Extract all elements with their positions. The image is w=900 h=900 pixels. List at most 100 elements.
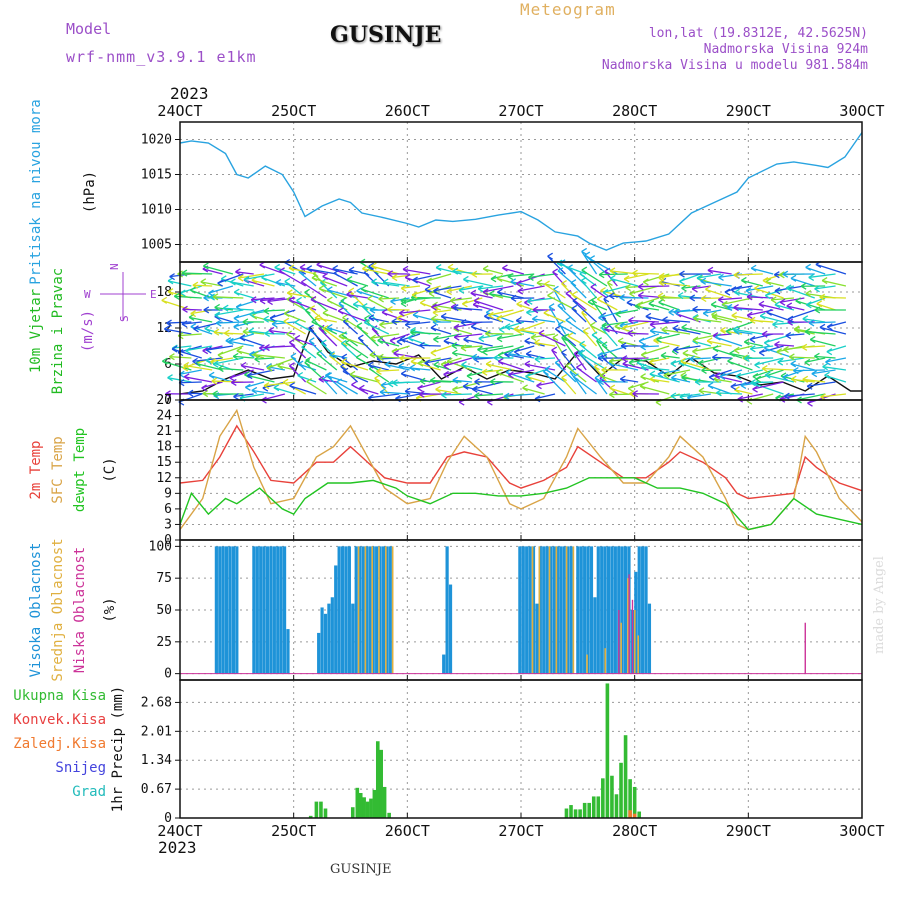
wind-arrow bbox=[621, 357, 649, 360]
wind-arrow bbox=[299, 266, 327, 275]
y-tick-label: 1010 bbox=[141, 203, 172, 218]
wind-arrowhead bbox=[783, 345, 789, 354]
wind-arrowhead bbox=[627, 329, 634, 337]
wind-arrow bbox=[263, 309, 285, 312]
wind-arrow bbox=[534, 342, 556, 347]
wind-arrow bbox=[577, 352, 598, 371]
wind-arrowhead bbox=[359, 384, 365, 392]
wind-arrowhead bbox=[478, 334, 485, 343]
cloud-bar-high bbox=[231, 546, 236, 674]
axis-label: 1hr Precip (mm) bbox=[110, 686, 126, 812]
cloud-bar-high bbox=[600, 546, 604, 674]
wind-arrowhead bbox=[596, 337, 602, 345]
precip-bar-total bbox=[605, 683, 610, 818]
wind-arrow bbox=[432, 309, 452, 314]
wind-arrowhead bbox=[318, 375, 325, 383]
wind-arrow bbox=[714, 375, 743, 383]
wind-arrowhead bbox=[411, 291, 418, 299]
wind-arrow bbox=[452, 379, 472, 383]
cloud-bar-high bbox=[265, 546, 270, 674]
wind-arrowhead bbox=[565, 289, 572, 298]
wind-arrowhead bbox=[203, 294, 209, 302]
precip-legend-item: Ukupna Kisa bbox=[13, 688, 106, 704]
x-tick-label-top: 24OCT bbox=[157, 102, 202, 120]
wind-arrowhead bbox=[261, 273, 267, 282]
wind-arrowhead bbox=[390, 297, 396, 305]
wind-arrow bbox=[532, 318, 556, 323]
wind-arrow bbox=[689, 357, 711, 360]
axis-label: (m/s) bbox=[80, 310, 96, 352]
wind-arrow bbox=[201, 381, 223, 389]
y-tick-label: 0 bbox=[164, 667, 172, 682]
wind-arrowhead bbox=[400, 284, 407, 292]
x-tick-label-bottom: 27OCT bbox=[498, 822, 543, 840]
y-tick-label: 0 bbox=[164, 393, 172, 408]
wind-arrowhead bbox=[649, 321, 656, 329]
wind-arrow bbox=[233, 355, 254, 359]
wind-arrowhead bbox=[525, 372, 531, 381]
wind-arrowhead bbox=[269, 314, 276, 322]
wind-arrowhead bbox=[284, 277, 291, 286]
cloud-bar-high bbox=[357, 546, 362, 674]
wind-arrowhead bbox=[785, 284, 792, 292]
wind-arrowhead bbox=[637, 301, 644, 309]
wind-arrow bbox=[741, 279, 763, 287]
wind-arrowhead bbox=[460, 318, 467, 327]
wind-arrowhead bbox=[731, 311, 738, 320]
wind-arrowhead bbox=[805, 263, 812, 271]
wind-arrowhead bbox=[604, 325, 610, 333]
wind-arrowhead bbox=[680, 357, 686, 365]
wind-arrowhead bbox=[701, 366, 707, 375]
wind-arrow bbox=[524, 363, 556, 371]
wind-arrowhead bbox=[342, 314, 348, 322]
wind-arrowhead bbox=[754, 361, 760, 369]
wind-arrow bbox=[275, 281, 296, 287]
wind-arrowhead bbox=[627, 384, 634, 393]
wind-arrowhead bbox=[443, 337, 450, 345]
wind-arrowhead bbox=[802, 315, 809, 323]
wind-arrow bbox=[261, 393, 286, 401]
cloud-bars bbox=[214, 546, 806, 674]
wind-arrowhead bbox=[766, 308, 772, 316]
wind-arrowhead bbox=[677, 292, 684, 300]
wind-arrowhead bbox=[773, 271, 780, 279]
wind-arrowhead bbox=[548, 303, 555, 311]
wind-arrowhead bbox=[640, 343, 646, 351]
wind-arrow bbox=[693, 317, 722, 323]
wind-arrowhead bbox=[167, 374, 173, 382]
wind-arrow bbox=[687, 393, 711, 399]
wind-arrow bbox=[570, 282, 587, 299]
axis-label: (hPa) bbox=[82, 171, 98, 213]
y-tick-label: 2.68 bbox=[141, 695, 172, 710]
wind-arrow bbox=[557, 305, 577, 323]
wind-arrow bbox=[489, 293, 514, 299]
wind-arrowhead bbox=[544, 280, 550, 288]
wind-arrowhead bbox=[800, 282, 807, 290]
wind-arrow bbox=[390, 297, 410, 303]
cloud-bar-low bbox=[631, 599, 634, 674]
wind-arrow bbox=[807, 381, 836, 387]
wind-arrow bbox=[760, 315, 784, 323]
wind-arrowhead bbox=[371, 262, 377, 270]
wind-arrow bbox=[308, 340, 327, 359]
wind-arrow bbox=[640, 376, 660, 383]
wind-arrowhead bbox=[245, 383, 251, 391]
wind-arrow bbox=[461, 364, 483, 371]
wind-arrowhead bbox=[326, 286, 333, 294]
wind-arrowhead bbox=[601, 322, 608, 330]
wind-arrowhead bbox=[336, 378, 342, 386]
wind-arrow bbox=[649, 373, 680, 383]
wind-arrowhead bbox=[608, 357, 615, 365]
wind-arrow bbox=[658, 282, 691, 287]
y-tick-label: 100 bbox=[149, 539, 172, 554]
wind-arrow bbox=[239, 393, 265, 399]
wind-arrow bbox=[821, 279, 847, 287]
wind-arrowhead bbox=[551, 346, 558, 354]
wind-arrowhead bbox=[571, 304, 578, 312]
wind-arrowhead bbox=[583, 327, 589, 335]
wind-arrowhead bbox=[555, 325, 561, 333]
wind-arrowhead bbox=[814, 285, 820, 293]
precip-bar-total bbox=[362, 797, 366, 818]
wind-arrowhead bbox=[602, 288, 609, 297]
cloud-bar-high bbox=[221, 546, 225, 674]
